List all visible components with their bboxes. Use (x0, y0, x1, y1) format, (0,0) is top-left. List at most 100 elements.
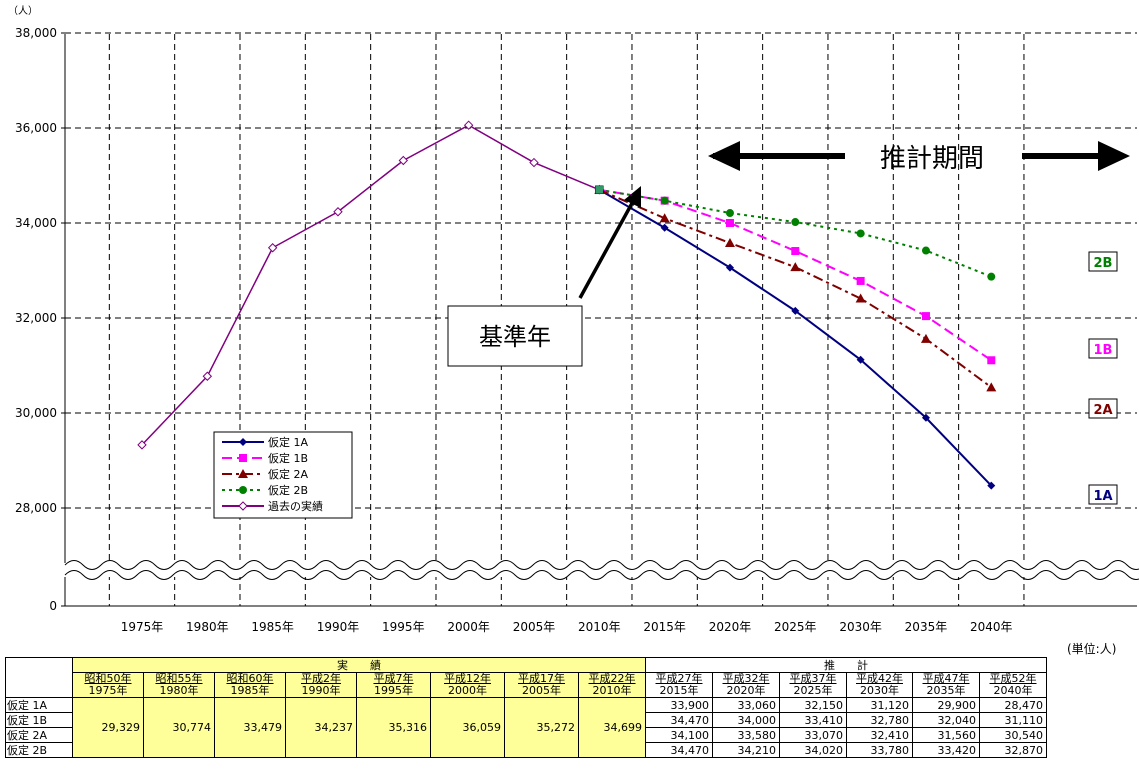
actual-value-cell: 33,479 (214, 697, 286, 758)
legend-entry: 仮定 1A (222, 435, 308, 449)
projection-value-cell: 31,560 (912, 727, 980, 743)
legend-swatch-marker (238, 469, 248, 478)
year-header-jp: 平成7年 (373, 672, 414, 685)
legend: 仮定 1A 仮定 1B 仮定 2A 仮定 2B 過去の実績 (213, 431, 353, 519)
x-tick-label: 2015年 (643, 620, 686, 634)
year-header-cell: 平成2年 1990年 (285, 672, 357, 698)
data-point (987, 481, 996, 490)
series-line (598, 188, 993, 487)
base-year-arrow (578, 195, 638, 299)
data-point (529, 157, 539, 168)
end-label-text: 1B (1094, 343, 1113, 358)
y-tick-label: 32,000 (15, 311, 57, 325)
base-year-box (447, 305, 583, 367)
year-header-jp: 平成12年 (444, 672, 491, 685)
unit-note: (単位:人) (1067, 642, 1117, 656)
projection-value-cell: 33,580 (712, 727, 780, 743)
data-point (986, 382, 997, 392)
row-label: 仮定 2A (5, 727, 73, 743)
data-point (725, 219, 734, 227)
table-row: 仮定 2B 34,470 34,210 34,020 33,780 33,420 32,87… (5, 742, 1047, 758)
year-header-cell: 平成17年 2005年 (504, 672, 579, 698)
data-point (137, 440, 147, 450)
series-line (141, 124, 600, 446)
axis-break-wave-bottom (64, 570, 1139, 580)
projection-value-cell: 34,470 (645, 742, 713, 758)
axis-break-mask (63, 563, 1139, 577)
series-4 (595, 185, 996, 281)
projection-value-cell: 33,410 (779, 712, 847, 728)
projection-value-cell: 34,000 (712, 712, 780, 728)
projection-period-annotation: 推計期間 (708, 141, 1130, 174)
end-label-2b: 2B (1088, 251, 1118, 272)
year-header-cell: 平成42年 2030年 (846, 672, 913, 698)
projection-value-cell: 32,040 (912, 712, 980, 728)
group-actual-header: 実 績 (72, 657, 646, 673)
population-table: 実 績推 計昭和50年 1975年 昭和55年 1980年 昭和60年 1985年 平成2年… (5, 657, 1047, 758)
projection-value-cell: 32,150 (779, 697, 847, 713)
year-header-cell: 平成12年 2000年 (430, 672, 505, 698)
year-header-ad: 2025年 (793, 684, 833, 697)
actual-value-cell: 34,237 (285, 697, 357, 758)
table-group-header-row: 実 績推 計 (5, 657, 1047, 698)
series-1 (595, 185, 996, 490)
year-header-jp: 平成17年 (518, 672, 565, 685)
actual-value-cell: 36,059 (430, 697, 505, 758)
actual-value-cell: 34,699 (578, 697, 646, 758)
x-tick-label: 1995年 (382, 620, 425, 634)
year-header-ad: 2035年 (926, 684, 966, 697)
legend-label: 仮定 1A (268, 435, 308, 449)
table-corner-cell (5, 657, 73, 698)
legend-entry: 過去の実績 (222, 499, 323, 513)
x-tick-label: 1990年 (317, 620, 360, 634)
x-tick-label: 2010年 (578, 620, 621, 634)
base-year-label: 基準年 (479, 323, 551, 351)
x-tick-label: 1980年 (186, 620, 229, 634)
year-header-jp: 平成37年 (789, 672, 837, 685)
legend-swatch-marker (238, 501, 248, 511)
end-label-text: 1A (1093, 489, 1112, 504)
data-point (791, 247, 800, 256)
base-year-point (595, 185, 604, 195)
year-header-cell: 昭和50年 1975年 (72, 672, 144, 698)
base-year-arrowhead (624, 186, 641, 208)
year-header-jp: 平成42年 (856, 672, 903, 685)
data-point (267, 243, 278, 253)
year-header-ad: 2015年 (659, 684, 699, 697)
year-header-cell: 平成52年 2040年 (979, 672, 1047, 698)
data-point (724, 237, 735, 247)
x-tick-label: 1985年 (251, 620, 294, 634)
series-2 (595, 185, 996, 365)
y-tick-label: 34,000 (15, 216, 57, 230)
data-point (660, 223, 669, 232)
legend-label: 仮定 1B (268, 451, 308, 465)
year-header-ad: 1980年 (159, 684, 199, 697)
data-point (463, 120, 474, 130)
year-header-jp: 平成22年 (588, 672, 636, 685)
projection-value-cell: 31,110 (979, 712, 1047, 728)
table-year-header-row: 昭和50年 1975年 昭和55年 1980年 昭和60年 1985年 平成2年 1990年平… (6, 672, 1047, 698)
data-point (856, 355, 865, 364)
year-header-ad: 2000年 (448, 684, 487, 697)
projection-right-arrowhead (1098, 141, 1130, 171)
x-tick-label: 2035年 (905, 620, 948, 634)
actual-value-cell: 35,316 (356, 697, 431, 758)
year-header-cell: 平成27年 2015年 (645, 672, 713, 698)
projection-value-cell: 30,540 (979, 727, 1047, 743)
year-header-ad: 1985年 (230, 684, 270, 697)
data-point (398, 155, 409, 166)
group-projection-header: 推 計 (645, 657, 1047, 673)
data-point (987, 272, 996, 281)
series-3 (594, 184, 997, 392)
projection-value-cell: 34,100 (645, 727, 713, 743)
y-tick-label: 38,000 (15, 26, 57, 40)
data-point (987, 356, 996, 365)
y-tick-label: 36,000 (15, 121, 57, 135)
projection-value-cell: 33,420 (912, 742, 980, 758)
legend-label: 仮定 2B (268, 483, 308, 497)
projection-value-cell: 33,780 (846, 742, 913, 758)
data-point (725, 209, 734, 218)
data-point (920, 333, 931, 343)
projection-value-cell: 32,870 (979, 742, 1047, 758)
year-header-ad: 2020年 (726, 684, 766, 697)
